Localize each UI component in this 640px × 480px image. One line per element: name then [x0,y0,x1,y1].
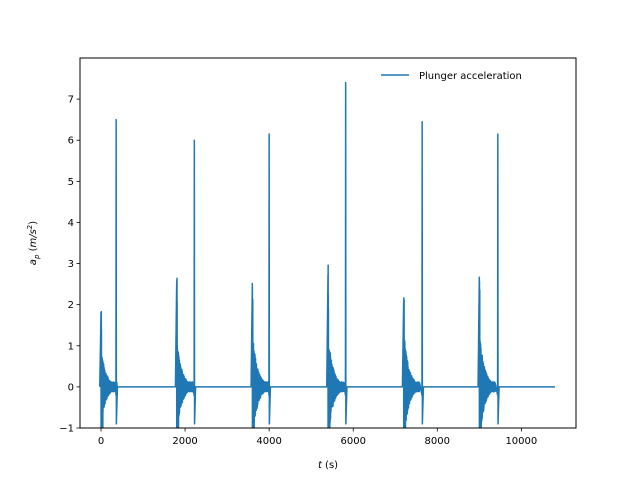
y-tick-label: 1 [68,341,74,352]
series-layer [99,81,555,428]
x-tick-label: 10000 [505,436,537,447]
x-tick-label: 6000 [340,436,365,447]
legend-label: Plunger acceleration [419,71,522,82]
y-tick-label: 6 [68,136,74,147]
x-axis: 0 2000 4000 6000 8000 10000 [98,428,537,447]
legend: Plunger acceleration [381,71,522,82]
x-axis-label: t (s) [318,460,338,471]
y-tick-label: 7 [68,95,74,106]
y-tick-label: 2 [68,300,74,311]
series-line-plunger-acceleration [99,81,555,428]
x-tick-label: 0 [98,436,104,447]
x-tick-label: 8000 [425,436,450,447]
x-tick-label: 2000 [172,436,197,447]
y-tick-label: −1 [59,424,74,435]
y-tick-label: 0 [68,382,74,393]
plot-frame [79,57,577,429]
y-tick-label: 5 [68,177,74,188]
x-tick-label: 4000 [256,436,281,447]
y-axis-label: ap (m/s2) [26,221,41,265]
y-tick-label: 4 [68,218,74,229]
y-tick-label: 3 [68,259,74,270]
y-axis: −1 0 1 2 3 4 5 6 7 [59,95,80,435]
